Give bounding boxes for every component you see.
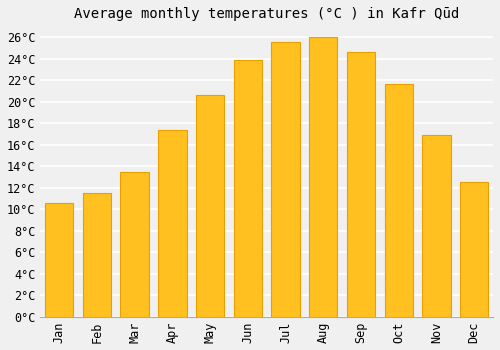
Title: Average monthly temperatures (°C ) in Kafr Qūd: Average monthly temperatures (°C ) in Ka… <box>74 7 460 21</box>
Bar <box>384 84 413 317</box>
Bar <box>422 135 450 317</box>
Bar <box>196 95 224 317</box>
Bar <box>83 193 111 317</box>
Bar <box>120 172 149 317</box>
Bar <box>309 37 338 317</box>
Bar <box>460 182 488 317</box>
Bar <box>234 60 262 317</box>
Bar <box>347 52 375 317</box>
Bar <box>45 203 74 317</box>
Bar <box>158 130 186 317</box>
Bar <box>272 42 299 317</box>
